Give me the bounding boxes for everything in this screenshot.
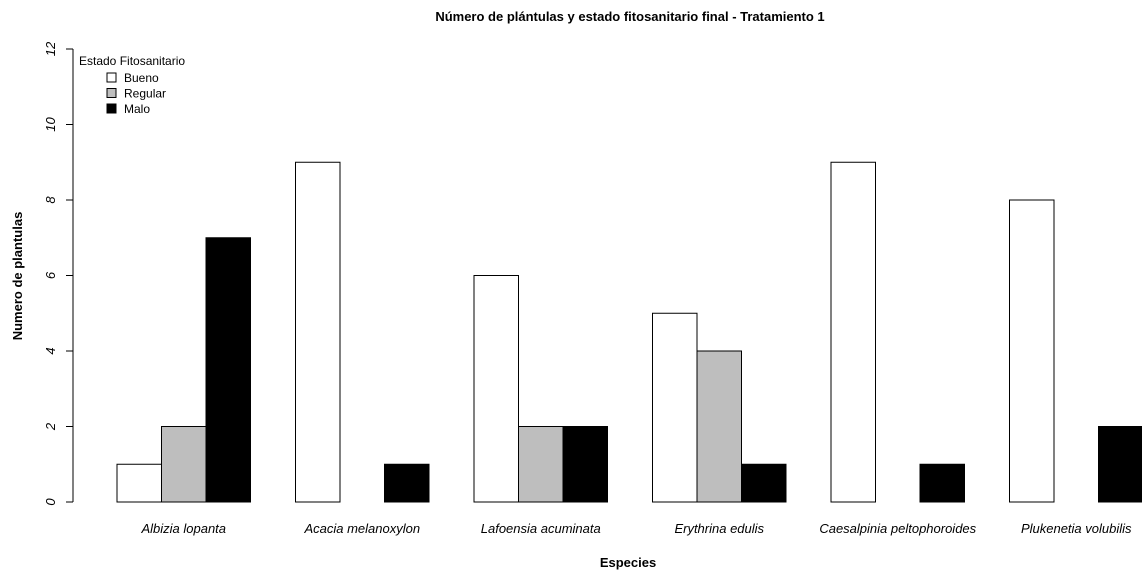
y-tick-label: 4 [43,347,58,354]
bar-bueno [473,275,519,503]
y-axis: 0 2 4 6 8 10 12 [43,41,74,506]
bar-malo [919,463,965,503]
legend-label-malo: Malo [124,102,150,116]
category-label: Plukenetia volubilis [1021,521,1132,536]
bar-malo [562,426,608,503]
category-labels: Albizia lopanta Acacia melanoxylon Lafoens… [140,521,1132,536]
y-tick-label: 8 [43,196,58,204]
y-tick-label: 2 [43,422,58,431]
legend-label-bueno: Bueno [124,71,159,85]
chart-title: Número de plántulas y estado fitosanitar… [435,9,824,24]
category-label: Albizia lopanta [140,521,226,536]
bar-malo [205,237,251,503]
bar-bueno [116,463,162,503]
legend-swatch-regular [106,88,117,98]
x-axis-title: Especies [600,555,656,570]
legend-title: Estado Fitosanitario [79,54,185,68]
bar-bueno [830,161,876,503]
category-label: Erythrina edulis [674,521,764,536]
bar-regular [518,426,564,503]
bar-regular [696,350,742,503]
bar-regular [161,426,207,503]
legend-swatch-bueno [106,72,117,83]
bar-bueno [295,161,341,503]
y-axis-title: Numero de plantulas [10,212,25,341]
bars-group [116,161,1142,503]
legend-swatch-malo [106,103,117,114]
y-tick-label: 0 [43,498,58,506]
bar-malo [384,463,430,503]
category-label: Caesalpinia peltophoroides [819,521,976,536]
y-tick-label: 12 [43,41,58,56]
legend-label-regular: Regular [124,87,166,101]
category-label: Acacia melanoxylon [303,521,420,536]
bar-malo [741,463,787,503]
bar-malo [1098,426,1142,503]
y-tick-label: 10 [43,117,58,132]
y-tick-label: 6 [43,271,58,279]
bar-bueno [1009,199,1055,503]
category-label: Lafoensia acuminata [481,521,601,536]
bar-bueno [652,312,698,503]
